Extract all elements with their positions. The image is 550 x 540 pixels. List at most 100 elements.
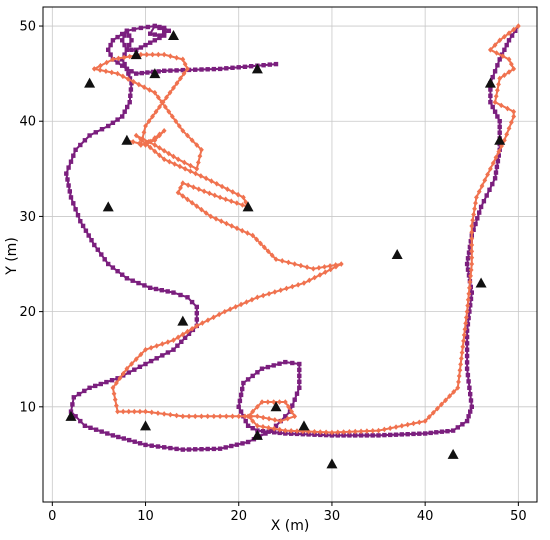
series-point	[242, 64, 248, 69]
series-point	[75, 213, 81, 218]
series-point	[203, 175, 209, 182]
series-point	[263, 431, 268, 436]
series-point	[148, 344, 154, 351]
series-point	[189, 299, 195, 305]
series-point	[161, 127, 167, 134]
series-point	[297, 367, 302, 373]
series-point	[180, 413, 186, 420]
series-point	[127, 53, 133, 60]
series-point	[87, 133, 92, 138]
series-point	[106, 47, 111, 52]
series-point	[188, 162, 193, 169]
series-point	[496, 148, 502, 155]
series-point	[149, 443, 154, 448]
series-point	[266, 424, 271, 431]
series-point	[294, 431, 300, 437]
series-point	[277, 430, 282, 436]
series-point	[399, 432, 404, 437]
series-point	[174, 446, 179, 452]
series-point	[248, 413, 254, 420]
series-point	[497, 75, 503, 82]
series-point	[161, 147, 167, 154]
series-point	[205, 446, 210, 452]
series-point	[70, 402, 75, 407]
series-point	[490, 160, 496, 166]
series-point	[464, 366, 470, 371]
landmark-triangle	[65, 410, 77, 421]
landmark-triangle	[167, 30, 179, 41]
x-tick-labels: 0 10 20 30 40 50	[48, 502, 527, 524]
landmark-triangle	[140, 420, 152, 431]
series-point	[145, 24, 151, 30]
y-axis-label: Y (m)	[4, 237, 20, 276]
series-point	[283, 359, 288, 365]
series-point	[104, 379, 109, 385]
series-point	[189, 137, 195, 144]
series-point	[122, 33, 127, 38]
series-point	[492, 42, 498, 48]
series-point	[194, 317, 199, 322]
series-point	[120, 73, 126, 80]
series-point	[494, 87, 500, 94]
series-point	[194, 142, 200, 148]
series-point	[297, 385, 302, 390]
series-point	[327, 263, 333, 269]
landmark-triangle	[475, 277, 487, 288]
series-point	[157, 145, 162, 151]
series-point	[462, 326, 468, 332]
series-point	[150, 51, 155, 58]
series-point	[370, 428, 376, 434]
series-point	[82, 388, 87, 394]
series-point	[417, 431, 422, 436]
series-point	[234, 225, 240, 232]
series-point	[318, 432, 323, 438]
series-point	[211, 413, 217, 420]
series-point	[95, 247, 100, 252]
series-point	[266, 290, 272, 297]
series-point	[292, 261, 298, 267]
series-point	[475, 216, 480, 221]
series-point	[488, 93, 493, 98]
series-point	[482, 177, 488, 184]
series-point	[145, 70, 150, 75]
series-point	[290, 360, 295, 366]
series-point	[464, 341, 470, 346]
series-point	[211, 66, 217, 72]
series-point	[129, 38, 134, 43]
series-point	[464, 308, 470, 315]
series-point	[292, 397, 297, 402]
series-point	[265, 364, 271, 370]
series-point	[116, 55, 121, 62]
series-point	[328, 266, 334, 273]
series-point	[250, 373, 255, 379]
series-point	[160, 99, 166, 105]
series-point	[185, 295, 190, 300]
series-point	[78, 219, 83, 224]
series-point	[506, 125, 512, 132]
series-point	[165, 339, 171, 345]
series-point	[161, 51, 167, 58]
series-point	[297, 361, 302, 367]
y-tick-label: 50	[19, 20, 36, 35]
series-point	[466, 414, 471, 419]
series-point	[76, 391, 82, 397]
series-point	[216, 311, 222, 318]
series-point	[205, 317, 211, 323]
series-point	[323, 429, 329, 436]
series-point	[272, 430, 277, 435]
series-point	[238, 392, 244, 398]
landmark-triangle	[251, 63, 263, 74]
series-point	[194, 323, 200, 329]
series-point	[278, 418, 284, 424]
series-point	[152, 148, 158, 155]
series-point	[422, 418, 428, 424]
series-point	[182, 61, 188, 67]
series-point	[497, 57, 502, 62]
series-point	[317, 272, 323, 278]
series-point	[399, 423, 405, 429]
series-point	[99, 429, 104, 434]
series-point	[180, 331, 186, 338]
series-point	[481, 199, 487, 204]
series-point	[106, 123, 111, 129]
series-point	[157, 24, 162, 30]
